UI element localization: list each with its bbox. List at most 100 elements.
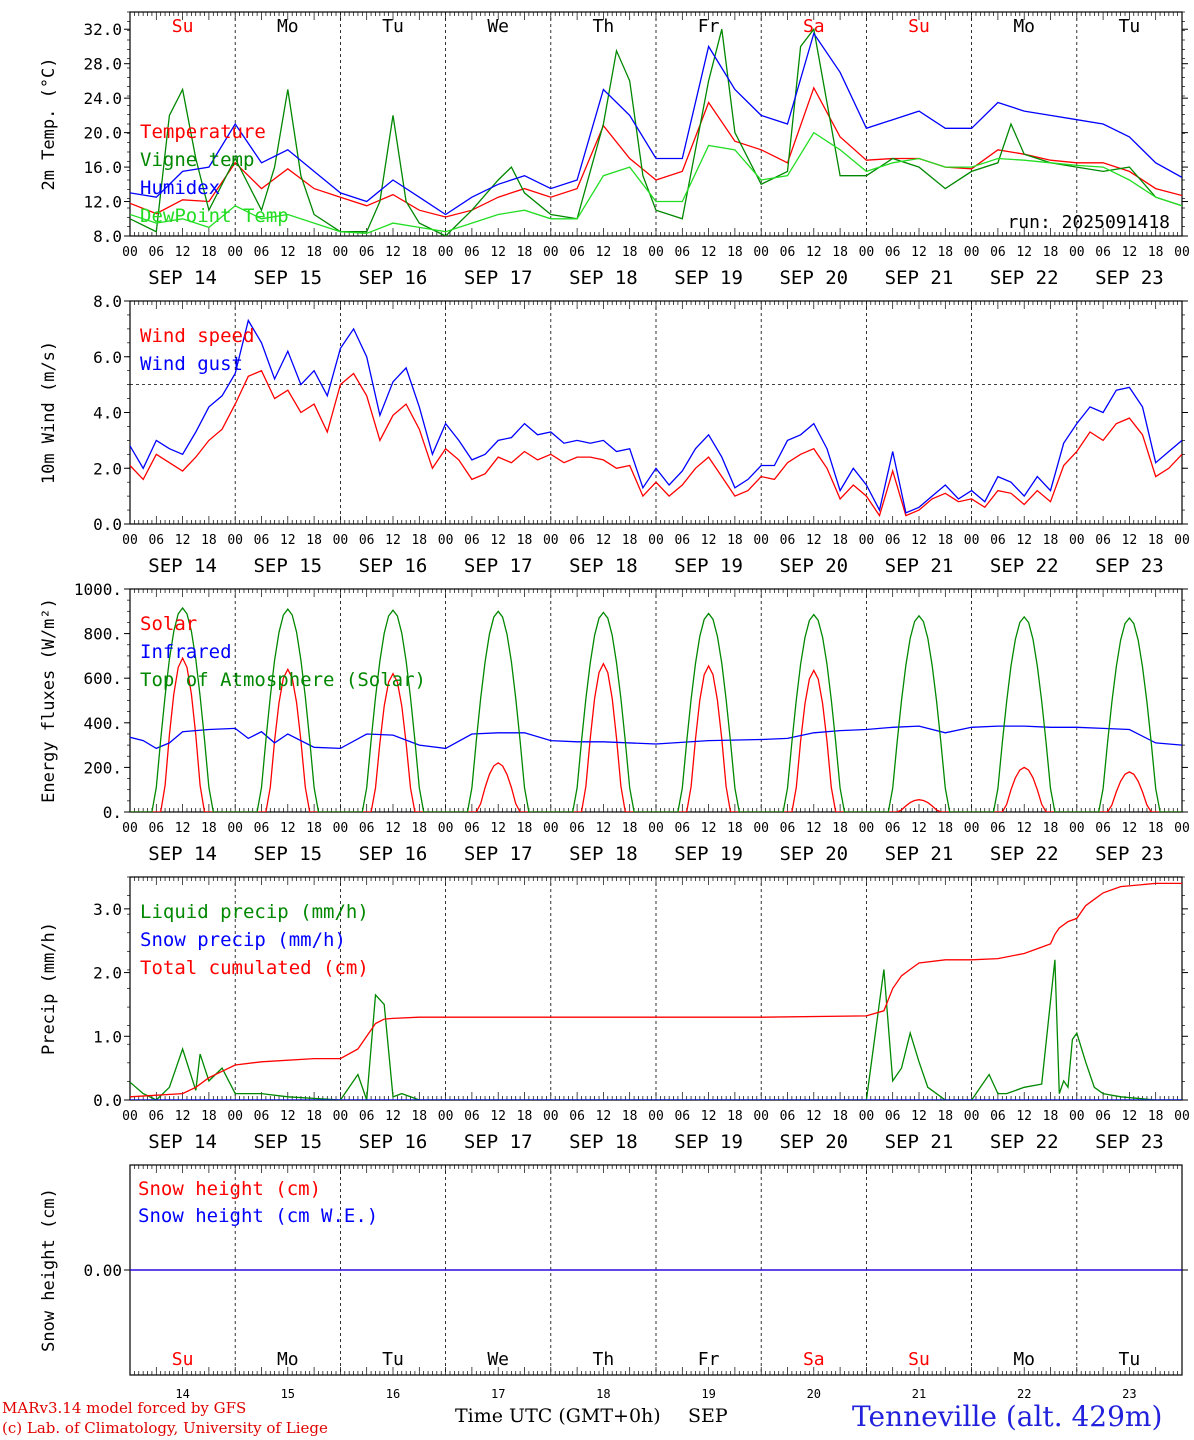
day-name: Fr xyxy=(698,1349,720,1370)
hour-label: 06 xyxy=(254,533,270,548)
date-label: SEP 23 xyxy=(1095,843,1164,865)
hour-label: 00 xyxy=(122,1109,138,1124)
date-label: SEP 16 xyxy=(359,1131,428,1153)
y-axis-label: Snow height (cm) xyxy=(39,1188,59,1352)
hour-label: 06 xyxy=(464,245,480,260)
hour-label: 12 xyxy=(385,1109,401,1124)
panel-2: 0.0 2.0 4.0 6.0 8.0 10m Wind (m/s) 00 06 12 18 00 0… xyxy=(39,292,1190,577)
y-tick-label: 24.0 xyxy=(83,89,122,108)
hour-label: 00 xyxy=(227,1109,243,1124)
hour-label: 12 xyxy=(1122,533,1138,548)
hour-label: 12 xyxy=(1122,1109,1138,1124)
hour-label: 18 xyxy=(937,1109,953,1124)
plot-frame xyxy=(129,300,1183,525)
hour-label: 18 xyxy=(201,245,217,260)
hour-label: 00 xyxy=(859,533,875,548)
hour-label: 18 xyxy=(937,821,953,836)
hour-label: 18 xyxy=(727,245,743,260)
legend-entry: Humidex xyxy=(140,177,220,199)
series-line-solar xyxy=(130,656,1182,812)
day-name: Tu xyxy=(382,1349,404,1370)
hour-label: 00 xyxy=(753,1109,769,1124)
y-tick-label: 600. xyxy=(83,669,122,688)
y-axis-label: Energy fluxes (W/m²) xyxy=(39,598,59,803)
hour-label: 00 xyxy=(227,245,243,260)
hour-label: 06 xyxy=(990,821,1006,836)
hour-label: 00 xyxy=(1069,1109,1085,1124)
hour-label: 12 xyxy=(911,1109,927,1124)
y-tick-label: 8.0 xyxy=(93,292,122,311)
hour-label: 18 xyxy=(306,1109,322,1124)
series-line-wind-gust xyxy=(130,318,1182,514)
hour-label: 00 xyxy=(543,821,559,836)
hour-label: 12 xyxy=(806,245,822,260)
day-name: Fr xyxy=(698,16,720,37)
hour-label: 12 xyxy=(280,245,296,260)
hour-label: 00 xyxy=(543,245,559,260)
hour-label: 18 xyxy=(517,1109,533,1124)
date-label: SEP 23 xyxy=(1095,1131,1164,1153)
day-name: Th xyxy=(593,16,615,37)
hour-label: 06 xyxy=(254,821,270,836)
series-line-dewpoint-temp xyxy=(130,131,1182,235)
hour-label: 00 xyxy=(1069,245,1085,260)
legend-entry: Wind gust xyxy=(140,353,243,375)
y-axis-label: 2m Temp. (°C) xyxy=(39,57,59,190)
hour-label: 00 xyxy=(648,533,664,548)
hour-label: 00 xyxy=(964,245,980,260)
credit-line-2: (c) Lab. of Climatology, University of L… xyxy=(2,1419,328,1437)
y-tick-label: 20.0 xyxy=(83,124,122,143)
hour-label: 06 xyxy=(464,533,480,548)
hour-label: 06 xyxy=(569,821,585,836)
hour-label: 12 xyxy=(280,1109,296,1124)
date-label: SEP 21 xyxy=(885,267,954,289)
hour-label: 00 xyxy=(1069,533,1085,548)
hour-label: 18 xyxy=(517,821,533,836)
hour-label: 00 xyxy=(964,1109,980,1124)
hour-label: 12 xyxy=(385,245,401,260)
hour-label: 18 xyxy=(622,533,638,548)
hour-label: 18 xyxy=(937,245,953,260)
series-line-top-of-atmosphere-solar- xyxy=(130,606,1182,812)
hour-label: 00 xyxy=(122,245,138,260)
panel-5: 0.00 Snow height (cm) Su Mo Tu We Th Fr Sa Su Mo Tu… xyxy=(39,1164,1188,1401)
hour-label: 12 xyxy=(806,1109,822,1124)
hour-label: 06 xyxy=(780,1109,796,1124)
hour-label: 18 xyxy=(832,821,848,836)
hour-label: 12 xyxy=(1016,1109,1032,1124)
date-label: SEP 15 xyxy=(253,843,322,865)
date-label: SEP 14 xyxy=(148,1131,217,1153)
day-name: Sa xyxy=(803,1349,825,1370)
hour-label: 18 xyxy=(622,1109,638,1124)
day-name: Mo xyxy=(1013,16,1035,37)
hour-label: 06 xyxy=(674,821,690,836)
hour-label: 18 xyxy=(727,533,743,548)
hour-label: 12 xyxy=(1016,245,1032,260)
hour-label: 18 xyxy=(411,821,427,836)
hour-label: 00 xyxy=(859,821,875,836)
date-label: SEP 19 xyxy=(674,267,743,289)
run-annotation: run: 2025091418 xyxy=(1007,212,1170,233)
hour-label: 06 xyxy=(148,245,164,260)
legend-entry: Wind speed xyxy=(140,325,254,347)
hour-label: 12 xyxy=(490,533,506,548)
y-tick-label: 8.0 xyxy=(93,227,122,246)
legend-entry: Temperature xyxy=(140,121,266,143)
day-name: Su xyxy=(172,16,194,37)
date-label: SEP 20 xyxy=(779,1131,848,1153)
y-tick-label: 16.0 xyxy=(83,158,122,177)
hour-label: 06 xyxy=(148,821,164,836)
hour-label: 06 xyxy=(780,821,796,836)
hour-label: 06 xyxy=(990,533,1006,548)
legend-entry: Solar xyxy=(140,613,197,635)
hour-label: 06 xyxy=(674,245,690,260)
hour-label: 00 xyxy=(964,533,980,548)
hour-label: 00 xyxy=(648,1109,664,1124)
series-line-liquid-precip-mm-h- xyxy=(130,959,1182,1100)
hour-label: 00 xyxy=(122,533,138,548)
hour-label: 18 xyxy=(201,821,217,836)
hour-label: 00 xyxy=(1174,533,1190,548)
date-label: SEP 22 xyxy=(990,267,1059,289)
date-label: SEP 15 xyxy=(253,267,322,289)
y-tick-label: 2.0 xyxy=(93,964,122,983)
